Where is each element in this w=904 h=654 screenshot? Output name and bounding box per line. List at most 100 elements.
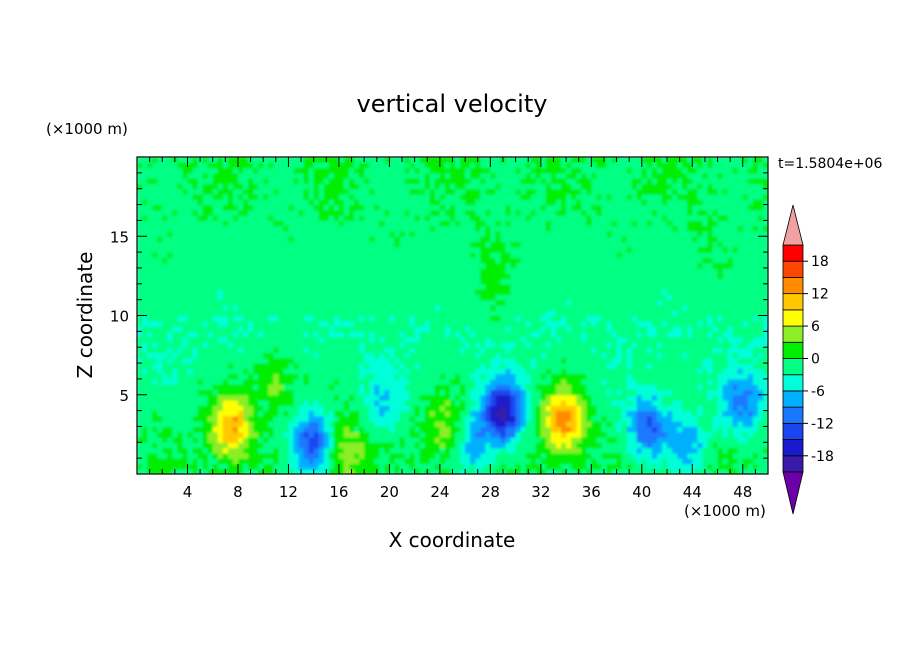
field-cell [318,320,325,327]
field-cell [308,347,315,354]
field-cell [470,437,476,443]
field-cell [389,167,396,174]
field-cell [369,352,375,359]
field-cell [429,384,436,391]
field-cell [409,373,416,380]
field-cell [237,368,244,375]
field-cell [545,458,552,465]
field-cell [268,352,274,359]
field-cell [157,368,163,375]
field-cell [278,378,284,385]
field-cell [207,289,214,295]
field-cell [419,262,426,269]
field-cell [318,352,325,359]
field-cell [384,209,390,216]
field-cell [409,437,416,443]
field-cell [202,183,209,190]
field-cell [394,304,401,311]
field-cell [475,262,481,269]
field-cell [318,241,325,248]
field-cell [429,431,436,438]
field-cell [298,341,305,348]
field-cell [253,257,259,264]
field-cell [217,336,224,343]
field-cell [227,389,234,396]
field-cell [384,320,390,327]
field-cell [313,225,320,232]
field-cell [540,447,547,454]
field-cell [470,289,476,295]
field-cell [389,304,396,311]
field-cell [182,252,189,258]
field-cell [298,400,305,406]
field-cell [359,209,365,216]
field-cell [444,178,451,185]
field-cell [313,246,320,253]
field-cell [540,431,547,438]
field-cell [485,183,491,190]
field-cell [515,289,522,295]
field-cell [258,204,264,211]
field-cell [288,326,295,332]
field-cell [359,252,365,258]
field-cell [217,442,224,449]
field-cell [465,209,471,216]
field-cell [152,452,158,459]
field-cell [202,257,209,264]
field-cell [182,368,189,375]
field-cell [505,236,512,243]
field-cell [449,167,456,174]
field-cell [379,352,385,359]
field-cell [182,236,189,243]
field-cell [167,437,173,443]
field-cell [157,373,163,380]
field-cell [303,199,310,206]
field-cell [343,352,350,359]
field-cell [515,331,522,338]
field-cell [409,267,416,274]
field-cell [273,410,279,417]
field-cell [505,421,512,428]
field-cell [419,426,426,433]
field-cell [389,394,396,401]
field-cell [162,294,168,301]
field-cell [485,209,491,216]
field-cell [248,463,254,470]
field-cell [475,294,481,301]
field-cell [374,357,380,364]
field-cell [409,252,416,258]
field-cell [157,162,163,169]
field-cell [399,172,406,179]
field-cell [465,352,471,359]
field-cell [273,304,279,311]
field-cell [323,352,330,359]
field-cell [333,363,340,369]
field-cell [455,426,461,433]
field-cell [550,373,557,380]
field-cell [490,267,497,274]
field-cell [273,431,279,438]
field-cell [253,336,259,343]
field-cell [318,394,325,401]
field-cell [550,452,557,459]
field-cell [409,183,416,190]
field-cell [475,278,481,285]
field-cell [263,225,269,232]
field-cell [500,246,507,253]
field-cell [399,447,406,454]
field-cell [137,458,143,465]
field-cell [197,162,204,169]
field-cell [379,415,385,422]
field-cell [540,193,547,200]
field-cell [429,426,436,433]
field-cell [177,320,184,327]
field-cell [409,193,416,200]
field-cell [248,188,254,195]
field-cell [177,389,184,396]
field-cell [288,199,295,206]
field-cell [424,178,431,185]
field-cell [369,378,375,385]
field-cell [232,215,239,221]
field-cell [455,178,461,185]
field-cell [419,204,426,211]
